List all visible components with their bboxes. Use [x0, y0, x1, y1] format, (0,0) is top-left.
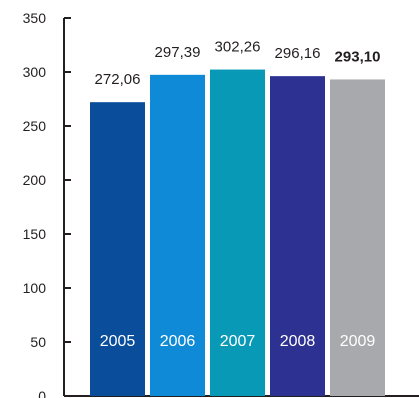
value-label-2008: 296,16 [275, 45, 321, 62]
y-tick-label: 200 [23, 172, 47, 188]
bar-2007 [210, 69, 265, 396]
bar-2005 [90, 102, 145, 396]
value-label-2009: 293,10 [335, 48, 381, 65]
y-tick-label: 150 [23, 226, 47, 242]
category-label-2007: 2007 [220, 333, 256, 350]
bar-2008 [270, 76, 325, 396]
labels: 272,06 2005 297,39 2006 302,26 2007 296,16 2008… [95, 39, 381, 350]
value-label-2005: 272,06 [95, 71, 141, 88]
y-axis-ticks: 0 50 100 150 200 250 300 350 [23, 10, 71, 398]
y-tick-label: 50 [30, 334, 46, 350]
category-label-2005: 2005 [100, 333, 136, 350]
y-tick-label: 250 [23, 118, 47, 134]
y-tick-label: 300 [23, 64, 47, 80]
y-tick-label: 350 [23, 10, 47, 26]
category-label-2008: 2008 [280, 333, 316, 350]
category-label-2009: 2009 [340, 333, 376, 350]
value-label-2006: 297,39 [155, 44, 201, 61]
bar-2006 [150, 74, 205, 397]
bars [90, 69, 385, 397]
value-label-2007: 302,26 [215, 39, 261, 56]
category-label-2006: 2006 [160, 333, 196, 350]
bar-2009 [330, 79, 385, 397]
y-tick-label: 100 [23, 280, 47, 296]
y-tick-label: 0 [38, 388, 46, 398]
